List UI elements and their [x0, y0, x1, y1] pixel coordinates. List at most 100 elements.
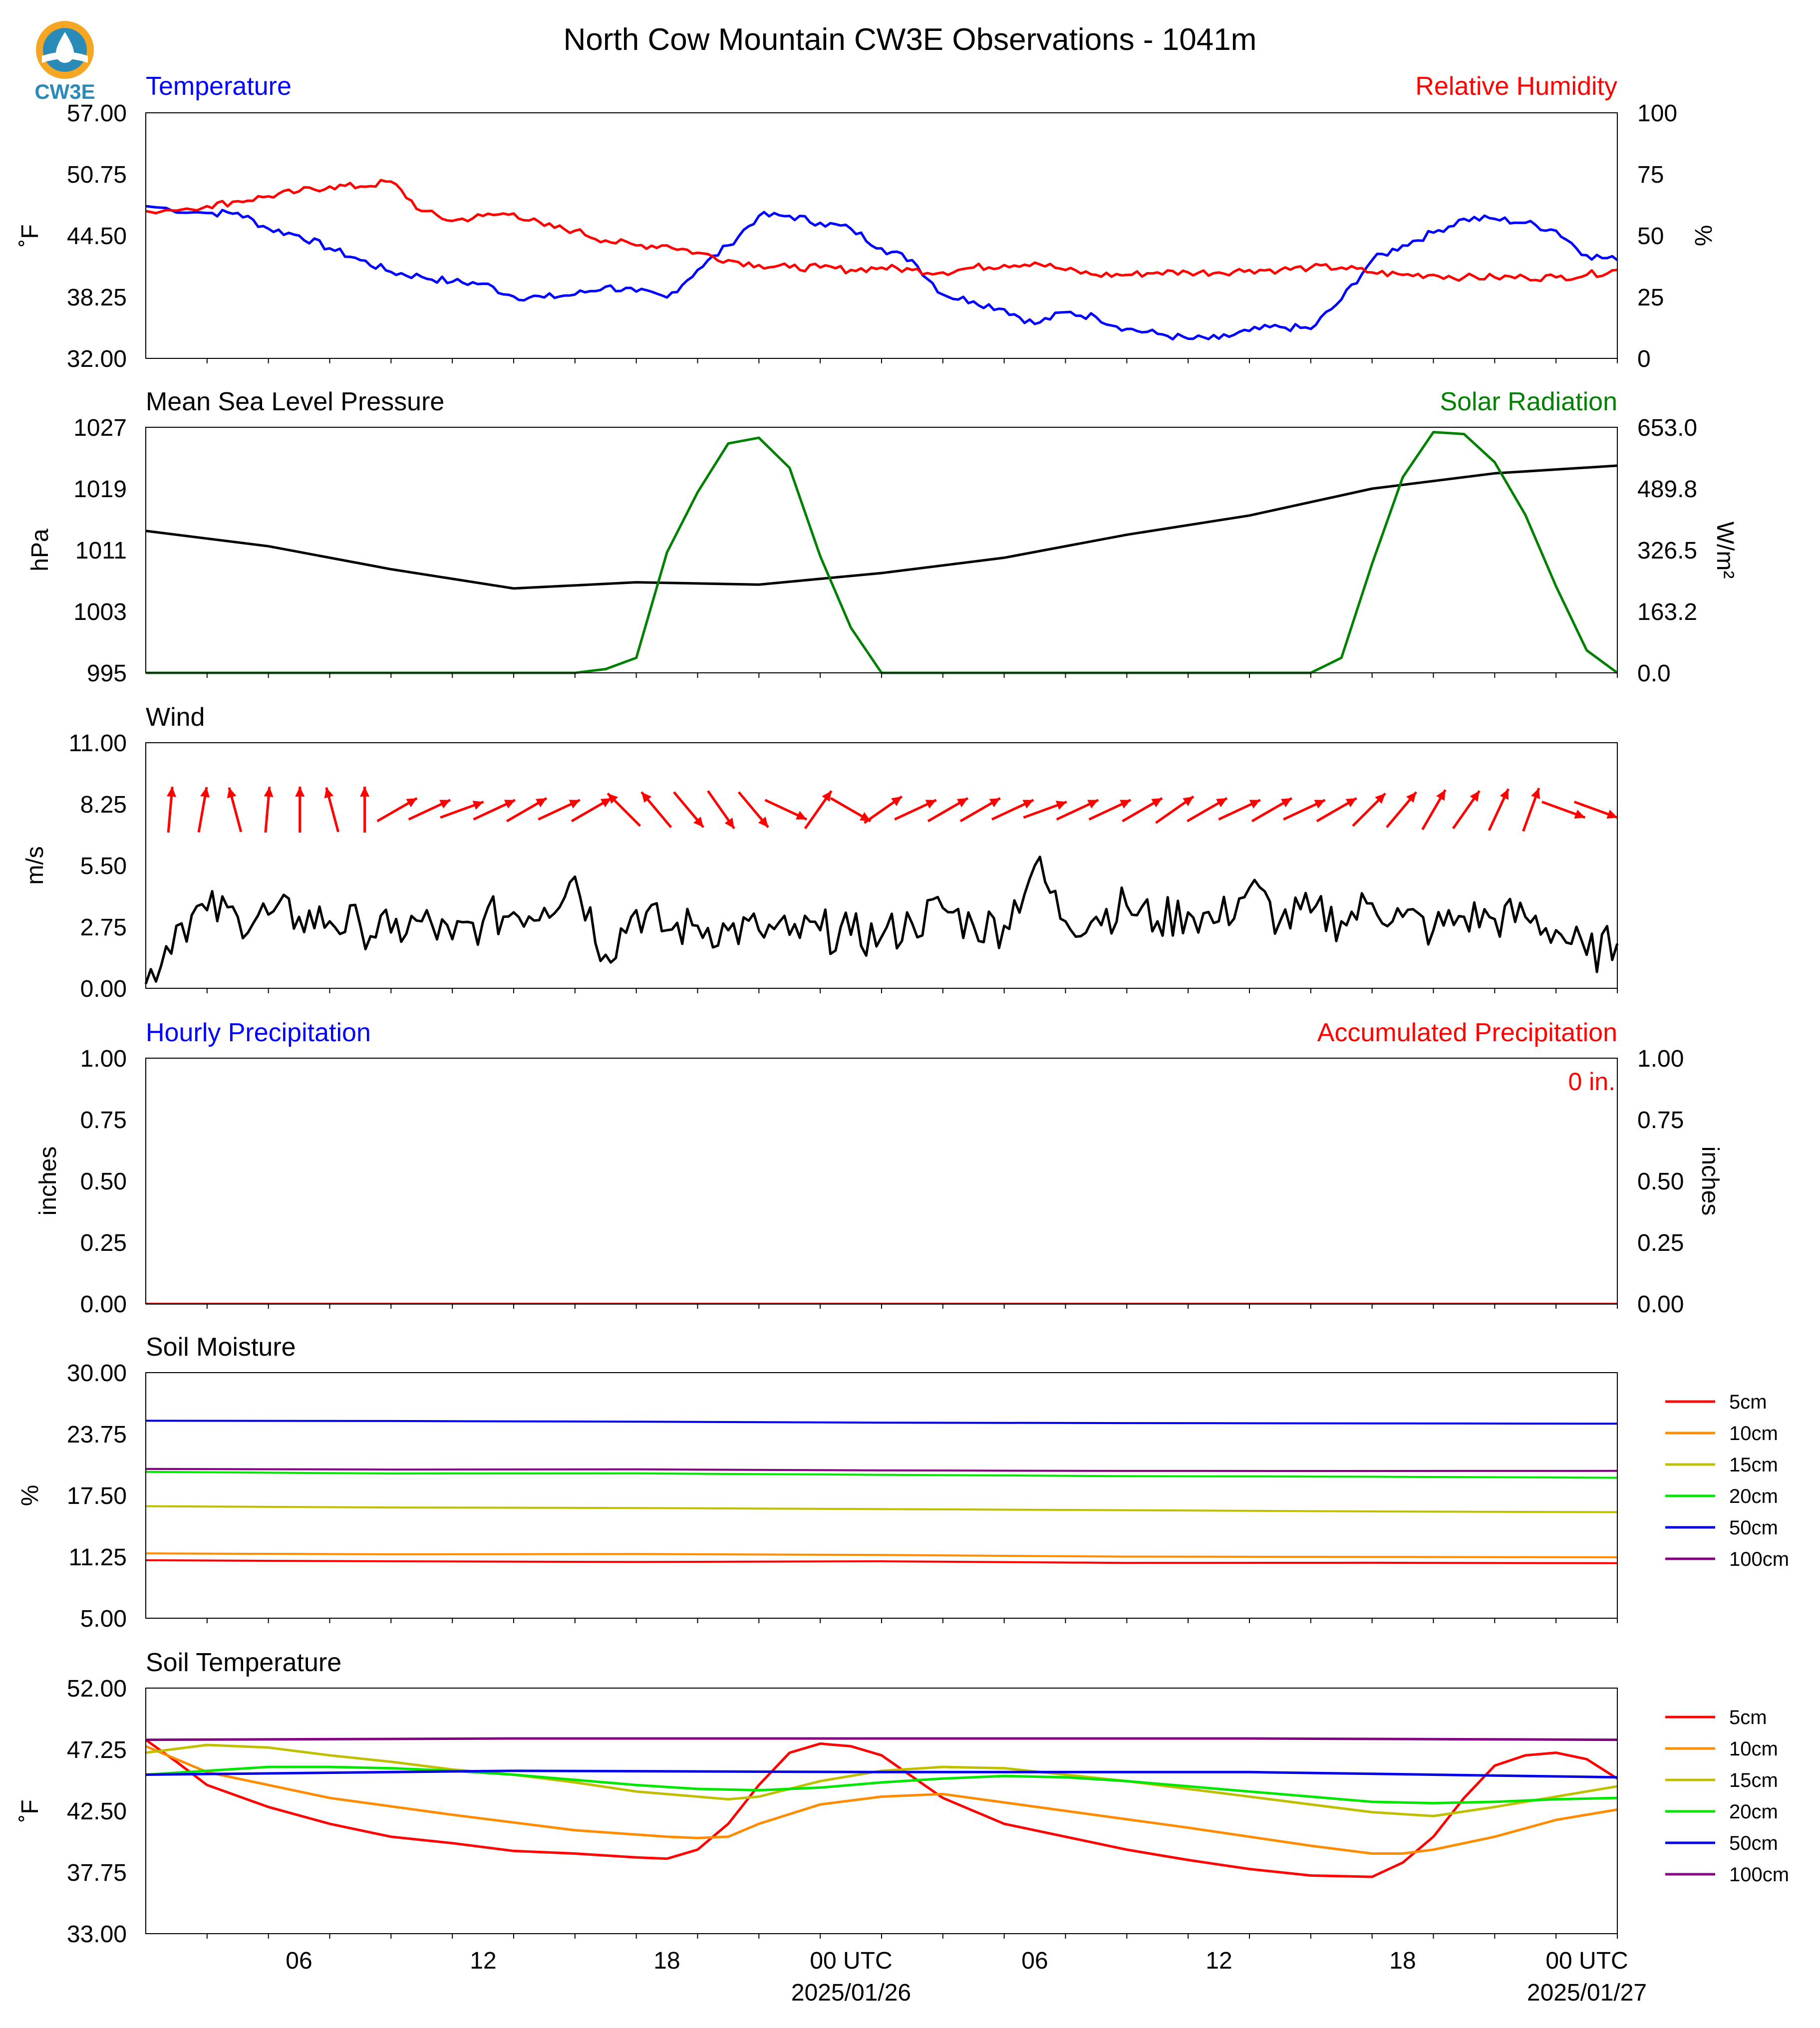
- ytick-label: 5.00: [80, 1606, 127, 1632]
- y-ticks-left-soil-temp: 52.00 47.25 42.50 37.75 33.00: [67, 1676, 127, 1948]
- series-line-100cm: [145, 1737, 1618, 1741]
- y-ticks-left-soil-moisture: 30.00 23.75 17.50 11.25 5.00: [67, 1360, 127, 1632]
- legend-label: 15cm: [1729, 1454, 1778, 1476]
- wind-arrow: [360, 787, 370, 833]
- series-line-15cm: [145, 1743, 1618, 1817]
- series-line-20cm: [145, 1765, 1618, 1804]
- legend-label: 100cm: [1729, 1864, 1789, 1886]
- plot-area-soil-temperature: [145, 1737, 1618, 1878]
- y-ticks-right-humidity: 100 75 50 25 0: [1637, 100, 1677, 372]
- ytick-label: 1011: [75, 538, 127, 564]
- series-line-wind: [144, 856, 1619, 984]
- ylabel-right-solar: W/m²: [1712, 522, 1738, 579]
- ytick-label: 30.00: [67, 1360, 127, 1387]
- legend-item: 50cm: [1665, 1517, 1778, 1539]
- panel-title-pressure: Mean Sea Level Pressure: [146, 387, 444, 416]
- legend-soil-temperature: 5cm 10cm 15cm 20cm 50cm 100cm: [1665, 1707, 1789, 1886]
- wind-arrow: [1088, 799, 1132, 821]
- ytick-label: 0.00: [80, 976, 127, 1002]
- xtick-label: 12: [470, 1948, 496, 1974]
- series-line-mean-sea-level-pressure: [145, 464, 1618, 590]
- wind-arrow: [830, 797, 872, 823]
- ytick-label: 32.00: [67, 346, 127, 372]
- ytick-label: 38.25: [67, 285, 127, 311]
- wind-arrow: [1522, 788, 1540, 832]
- legend-label: 15cm: [1729, 1769, 1778, 1791]
- legend-soil-moisture: 5cm 10cm 15cm 20cm 50cm 100cm: [1665, 1391, 1789, 1570]
- ytick-label: 0.75: [80, 1107, 127, 1134]
- ytick-label: 0.50: [1637, 1168, 1684, 1195]
- panel-pressure-solar: Mean Sea Level Pressure Solar Radiation …: [27, 387, 1738, 687]
- ytick-label: 0.75: [1637, 1107, 1684, 1134]
- legend-label: 10cm: [1729, 1423, 1778, 1445]
- series-line-5cm: [145, 1559, 1618, 1564]
- ytick-label: 163.2: [1637, 599, 1697, 625]
- legend-item: 15cm: [1665, 1769, 1778, 1791]
- plot-area-pressure-solar: [145, 431, 1618, 674]
- legend-label: 20cm: [1729, 1485, 1778, 1507]
- legend-item: 20cm: [1665, 1801, 1778, 1823]
- legend-item: 10cm: [1665, 1423, 1778, 1445]
- wind-arrow: [959, 797, 1001, 823]
- series-line-50cm: [145, 1420, 1618, 1425]
- ytick-label: 42.50: [67, 1798, 127, 1825]
- plot-area-temperature-humidity: [145, 179, 1618, 341]
- wind-arrow: [673, 791, 705, 829]
- wind-arrow: [991, 799, 1034, 821]
- wind-arrow: [538, 799, 581, 821]
- legend-label: 20cm: [1729, 1801, 1778, 1823]
- ytick-label: 1.00: [80, 1046, 127, 1072]
- wind-arrow: [737, 791, 769, 829]
- series-line-temperature: [145, 205, 1618, 341]
- cw3e-logo: CW3E: [34, 21, 95, 103]
- wind-arrow: [166, 787, 176, 833]
- wind-arrow: [1283, 799, 1326, 821]
- ytick-label: 44.50: [67, 223, 127, 250]
- ylabel-left-precip: inches: [35, 1147, 61, 1216]
- ytick-label: 0.50: [80, 1168, 127, 1195]
- ytick-label: 75: [1637, 162, 1664, 188]
- ytick-label: 47.25: [67, 1737, 127, 1763]
- wind-arrow: [295, 787, 305, 833]
- series-line-100cm: [145, 1467, 1618, 1472]
- xtick-label: 00 UTC: [1545, 1948, 1628, 1974]
- wind-arrow: [1386, 791, 1418, 829]
- wind-arrow: [376, 797, 418, 823]
- ytick-label: 11.00: [68, 730, 127, 757]
- legend-item: 15cm: [1665, 1454, 1778, 1476]
- ytick-label: 23.75: [67, 1422, 127, 1448]
- ytick-label: 1019: [73, 476, 127, 503]
- wind-arrow: [927, 797, 968, 823]
- y-ticks-left-wind: 11.00 8.25 5.50 2.75 0.00: [68, 730, 127, 1002]
- panel-title-hourly-precipitation: Hourly Precipitation: [146, 1018, 371, 1047]
- series-line-relative-humidity: [145, 179, 1618, 283]
- wind-arrow: [894, 799, 937, 821]
- series-line-5cm: [145, 1738, 1618, 1878]
- x-axis-labels: 06 12 18 00 UTC 06 12 18 00 UTC 2025/01/…: [286, 1948, 1647, 2006]
- wind-arrow: [1573, 801, 1618, 819]
- ytick-label: 11.25: [68, 1544, 127, 1571]
- panel-title-wind: Wind: [146, 703, 205, 732]
- ytick-label: 50: [1637, 223, 1664, 250]
- ylabel-left-soil-moisture: %: [17, 1485, 43, 1506]
- ytick-label: 0.25: [1637, 1230, 1684, 1256]
- wind-arrow: [1187, 797, 1228, 823]
- legend-item: 100cm: [1665, 1548, 1789, 1570]
- wind-arrow: [473, 799, 516, 821]
- legend-label: 50cm: [1729, 1517, 1778, 1539]
- panel-title-solar-radiation: Solar Radiation: [1440, 387, 1617, 416]
- legend-label: 5cm: [1729, 1707, 1767, 1729]
- ytick-label: 326.5: [1637, 538, 1697, 564]
- x-tick-marks: [206, 358, 1618, 1939]
- panel-title-temperature: Temperature: [146, 72, 292, 101]
- series-line-15cm: [145, 1505, 1618, 1513]
- ytick-label: 1.00: [1637, 1046, 1684, 1072]
- wind-arrow: [1251, 797, 1293, 823]
- y-ticks-right-solar: 653.0 489.8 326.5 163.2 0.0: [1637, 415, 1697, 687]
- legend-label: 50cm: [1729, 1832, 1778, 1854]
- ytick-label: 0.0: [1637, 660, 1671, 687]
- ytick-label: 1027: [73, 415, 127, 441]
- series-line-50cm: [145, 1769, 1618, 1779]
- ytick-label: 2.75: [80, 914, 127, 941]
